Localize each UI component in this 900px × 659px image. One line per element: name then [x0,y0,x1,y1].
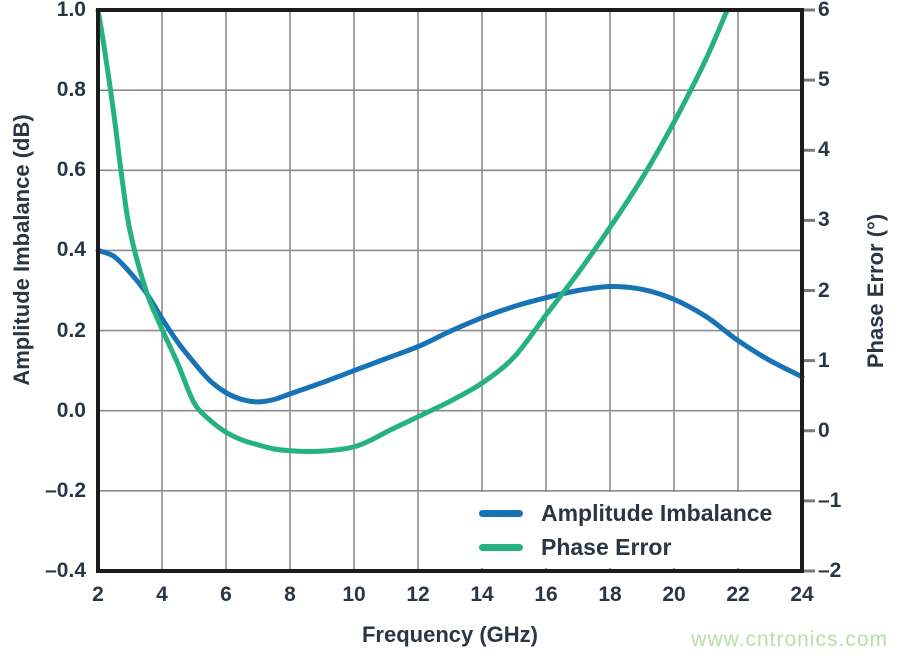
y-right-tick-label: 2 [818,278,830,302]
x-tick-label: 24 [790,583,814,606]
y-left-tick-label: 0.6 [56,158,86,182]
x-tick-label: 18 [598,583,622,606]
x-tick-label: 8 [284,583,296,606]
y-right-tick-label: 0 [818,418,830,442]
y-right-tick-label: 6 [818,0,830,21]
y-left-tick-label: 1.0 [56,0,86,21]
y-left-tick-label: 0.4 [56,238,86,262]
y-right-tick-label: 4 [818,138,830,162]
amplitude-imbalance-line-swatch [479,509,523,517]
legend-label-phase-error: Phase Error [541,533,672,560]
y-right-tick-label: 1 [818,348,830,372]
legend-label-amplitude-imbalance: Amplitude Imbalance [541,499,773,526]
y-left-tick-label: 0.0 [56,398,86,422]
y-right-tick-label: 5 [818,68,830,92]
x-tick-label: 4 [156,583,168,606]
right-axis-title: Phase Error (°) [863,213,888,369]
x-tick-label: 2 [92,583,104,606]
legend: Amplitude Imbalance Phase Error [465,492,788,568]
x-axis-title: Frequency (GHz) [361,622,539,647]
y-left-tick-label: –0.2 [45,478,86,502]
x-tick-label: 12 [406,583,430,606]
y-left-tick-label: 0.8 [56,78,86,102]
series-line-amplitude-imbalance [95,247,805,405]
x-tick-label: 16 [534,583,558,606]
x-tick-label: 10 [342,583,366,606]
x-tick-label: 20 [662,583,686,606]
x-tick-label: 6 [220,583,232,606]
y-left-tick-label: –0.4 [45,559,86,582]
watermark: www.cntronics.com [691,628,888,651]
plot-border [96,8,804,573]
y-left-tick-label: 0.2 [56,318,86,342]
y-right-tick-label: –1 [818,488,842,512]
left-axis-title: Amplitude Imbalance (dB) [9,114,34,386]
y-right-tick-label: 3 [818,208,830,232]
phase-error-line-swatch [479,543,523,551]
legend-item-phase-error: Phase Error [465,532,788,562]
x-tick-label: 22 [726,583,750,606]
x-tick-label: 14 [470,583,494,606]
series-line-phase-error [95,9,731,454]
y-right-tick-label: –2 [818,559,842,582]
legend-item-amplitude-imbalance: Amplitude Imbalance [465,498,788,528]
